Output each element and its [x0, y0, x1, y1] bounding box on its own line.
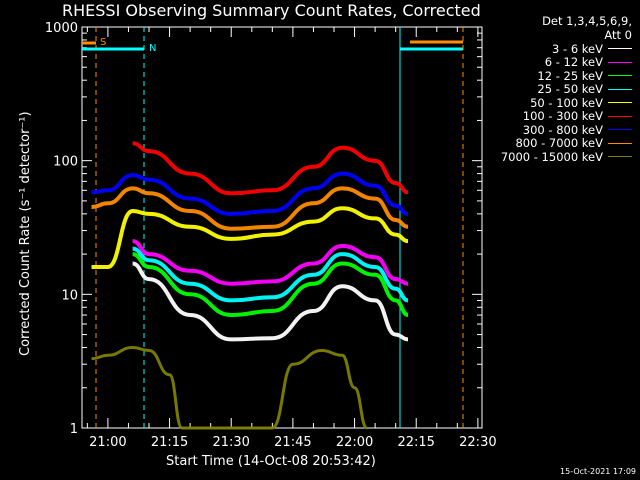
series-line-8 [91, 346, 369, 430]
legend-label: 300 - 800 keV [522, 122, 603, 137]
legend-swatch [608, 156, 632, 158]
legend-swatch [608, 142, 632, 144]
x-tick-label: 21:15 [151, 435, 188, 450]
legend-header-1: Det 1,3,4,5,6,9, [542, 14, 632, 28]
timestamp: 15-Oct-2021 17:09 [560, 467, 636, 476]
x-tick-label: 21:00 [89, 435, 126, 450]
legend-item: 800 - 7000 keV [472, 136, 632, 151]
legend-label: 800 - 7000 keV [515, 136, 603, 151]
x-tick-label: 22:30 [459, 435, 496, 450]
legend-item: 100 - 300 keV [472, 109, 632, 124]
y-tick-label: 100 [53, 155, 78, 170]
legend-header-2: Att 0 [604, 28, 632, 42]
chart-title: RHESSI Observing Summary Count Rates, Co… [62, 1, 481, 20]
legend-item: 12 - 25 keV [472, 69, 632, 83]
x-tick-label: 22:15 [397, 435, 434, 450]
legend-swatch [608, 48, 632, 50]
legend-label: 7000 - 15000 keV [500, 149, 603, 164]
legend-label: 12 - 25 keV [537, 68, 603, 83]
legend-label: 3 - 6 keV [552, 41, 603, 56]
series-line-4 [91, 206, 409, 270]
legend-swatch [608, 61, 632, 63]
series-line-1 [132, 239, 409, 286]
y-tick-label: 10 [61, 288, 78, 303]
legend-swatch [608, 129, 632, 131]
plot-frame [81, 26, 483, 429]
series-line-7 [91, 186, 409, 231]
legend-label: 6 - 12 keV [544, 55, 603, 70]
legend-item: 3 - 6 keV [472, 42, 632, 56]
legend-swatch [608, 88, 632, 90]
legend-item: 50 - 100 keV [472, 96, 632, 110]
legend-label: 25 - 50 keV [537, 82, 603, 97]
legend-swatch [608, 115, 632, 117]
series-line-2 [132, 252, 409, 317]
series-line-5 [132, 141, 409, 196]
x-tick-label: 21:30 [212, 435, 249, 450]
x-tick-label: 21:45 [274, 435, 311, 450]
legend-swatch [608, 75, 632, 77]
marker-label-s: S [100, 37, 106, 48]
marker-label-n: N [149, 43, 156, 54]
legend-label: 100 - 300 keV [522, 109, 603, 124]
legend-item: 7000 - 15000 keV [472, 150, 632, 164]
legend-swatch [608, 102, 632, 104]
y-tick-label: 1 [70, 422, 78, 437]
series-line-6 [91, 171, 409, 216]
legend-item: 25 - 50 keV [472, 82, 632, 97]
y-tick-label: 1000 [45, 21, 78, 36]
y-axis-label: Corrected Count Rate (s⁻¹ detector⁻¹) [18, 111, 33, 356]
legend-label: 50 - 100 keV [530, 95, 603, 110]
x-tick-label: 22:00 [336, 435, 373, 450]
legend-item: 300 - 800 keV [472, 123, 632, 137]
legend-item: 6 - 12 keV [472, 55, 632, 70]
series-line-3 [132, 246, 409, 303]
x-axis-label: Start Time (14-Oct-08 20:53:42) [166, 454, 376, 469]
legend: Det 1,3,4,5,6,9, Att 0 3 - 6 keV 6 - 12 k… [472, 14, 632, 164]
series-line-0 [132, 261, 409, 342]
